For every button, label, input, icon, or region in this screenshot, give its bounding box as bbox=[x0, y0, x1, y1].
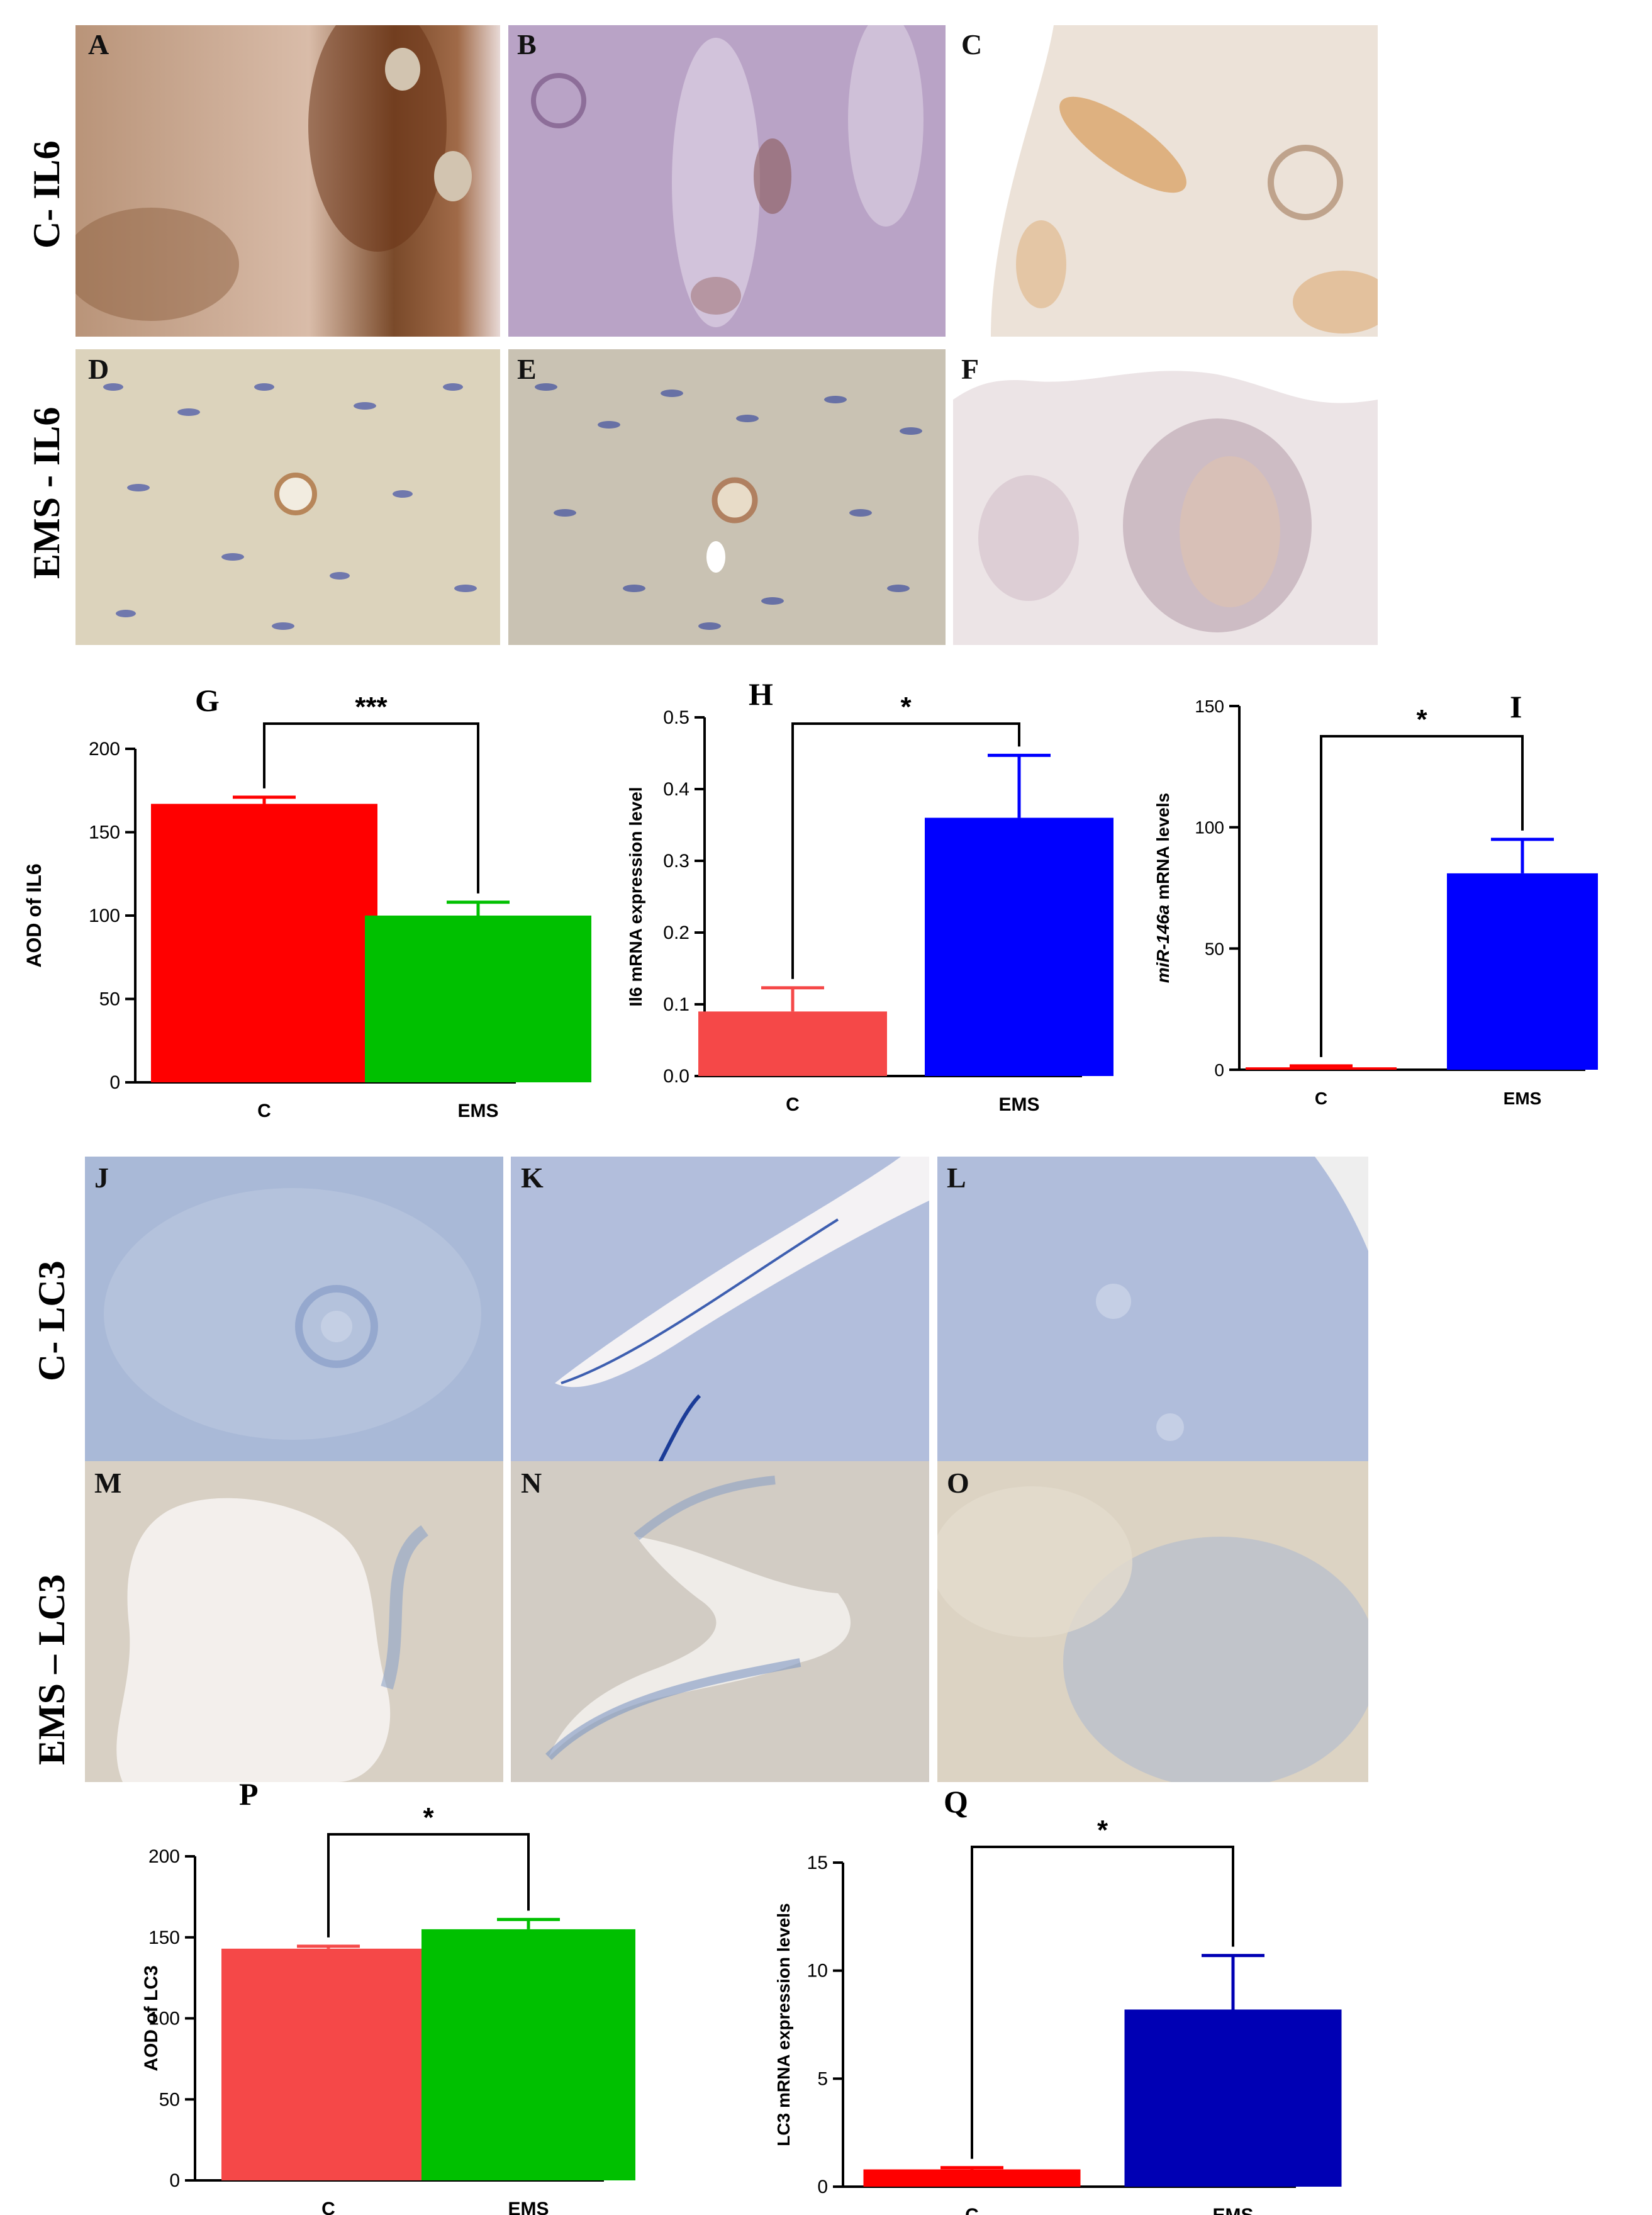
x-category-label: C bbox=[321, 2199, 335, 2215]
panel-letter-n: N bbox=[521, 1467, 542, 1499]
bar-ems bbox=[1124, 2009, 1342, 2187]
y-tick-label: 0.1 bbox=[663, 994, 689, 1015]
panel-letter-f: F bbox=[961, 353, 979, 385]
micrograph-d bbox=[75, 349, 500, 645]
micrograph-l bbox=[937, 1157, 1368, 1471]
x-category-label: C bbox=[786, 1094, 800, 1115]
y-tick-label: 100 bbox=[89, 906, 120, 926]
y-tick-label: 0.0 bbox=[663, 1066, 689, 1087]
bar-ems bbox=[1447, 873, 1598, 1070]
significance-bracket bbox=[971, 1846, 1234, 2159]
y-tick-label: 150 bbox=[148, 1927, 180, 1948]
significance-bracket bbox=[327, 1833, 530, 1937]
y-axis-label: Il6 mRNA expression level bbox=[626, 787, 645, 1006]
chart-letter-g: G bbox=[195, 683, 220, 718]
y-tick-label: 200 bbox=[89, 739, 120, 760]
micrograph-n bbox=[511, 1461, 929, 1782]
chart-letter-h: H bbox=[749, 676, 773, 712]
y-axis-label: AOD of IL6 bbox=[23, 863, 45, 967]
significance-bracket bbox=[1320, 735, 1524, 1057]
bar-ems bbox=[925, 817, 1113, 1076]
y-tick-label: 0 bbox=[1214, 1060, 1224, 1080]
y-tick-label: 150 bbox=[1195, 697, 1224, 716]
y-tick-label: 0.4 bbox=[663, 779, 689, 800]
significance-label: * bbox=[1416, 704, 1427, 735]
y-tick-label: 0.5 bbox=[663, 707, 689, 728]
panel-letter-o: O bbox=[947, 1467, 969, 1499]
micrograph-j bbox=[85, 1157, 503, 1471]
bar-ems bbox=[421, 1929, 635, 2180]
panel-letter-k: K bbox=[521, 1162, 544, 1194]
panel-letter-j: J bbox=[94, 1162, 109, 1194]
panel-letter-a: A bbox=[88, 28, 109, 60]
significance-bracket bbox=[791, 722, 1020, 979]
y-tick-label: 0 bbox=[109, 1072, 120, 1093]
significance-label: *** bbox=[355, 692, 388, 722]
micrograph-k bbox=[511, 1157, 929, 1471]
micrograph-b bbox=[508, 25, 946, 337]
bar-c bbox=[151, 804, 377, 1082]
row-label-c-lc3: C- LC3 bbox=[31, 1260, 72, 1381]
bar-ems bbox=[365, 916, 591, 1082]
micrograph-e bbox=[508, 349, 946, 645]
panel-letter-e: E bbox=[517, 353, 537, 385]
y-axis-label: AOD of LC3 bbox=[141, 1965, 162, 2071]
y-tick-label: 15 bbox=[807, 1853, 828, 1873]
x-category-label: C bbox=[257, 1101, 271, 1121]
chart-letter-i: I bbox=[1510, 689, 1522, 724]
bar-c bbox=[1246, 1067, 1397, 1070]
significance-label: * bbox=[900, 692, 912, 722]
panel-letter-d: D bbox=[88, 353, 109, 385]
micrograph-c bbox=[953, 25, 1378, 337]
y-tick-label: 0.3 bbox=[663, 851, 689, 872]
x-category-label: EMS bbox=[998, 1094, 1039, 1115]
y-tick-label: 100 bbox=[1195, 818, 1224, 838]
row-label-ems-lc3: EMS – LC3 bbox=[31, 1574, 72, 1765]
significance-label: * bbox=[1097, 1815, 1108, 1846]
x-category-label: EMS bbox=[1212, 2205, 1253, 2215]
chart-letter-p: P bbox=[239, 1776, 259, 1812]
bar-c bbox=[863, 2169, 1081, 2187]
bar-c bbox=[221, 1948, 435, 2180]
chart-h: H 0.0 0.1 0.2 0.3 0.4 0.5 Il6 mRNA expression l… bbox=[604, 676, 1113, 1158]
y-tick-label: 100 bbox=[148, 2009, 180, 2029]
y-tick-label: 200 bbox=[148, 1846, 180, 1867]
y-tick-label: 50 bbox=[1205, 939, 1224, 958]
chart-i: I 0 50 100 150 miR-146a mRNA levels C EMS * bbox=[1132, 680, 1610, 1158]
significance-bracket bbox=[263, 722, 479, 894]
y-tick-label: 50 bbox=[99, 989, 120, 1010]
panel-letter-l: L bbox=[947, 1162, 966, 1194]
chart-p: P 0 50 100 150 200 AOD of LC3 C EMS * bbox=[113, 1776, 635, 2215]
y-tick-label: 150 bbox=[89, 822, 120, 843]
panel-letter-m: M bbox=[94, 1467, 122, 1499]
micrograph-o bbox=[937, 1461, 1368, 1782]
y-axis-label: miR-146a mRNA levels bbox=[1153, 793, 1173, 983]
row-label-ems-il6: EMS - IL6 bbox=[26, 407, 67, 579]
micrograph-f bbox=[953, 349, 1378, 645]
x-category-label: C bbox=[1315, 1089, 1327, 1108]
panel-letter-b: B bbox=[517, 28, 537, 60]
x-category-label: EMS bbox=[1504, 1089, 1542, 1108]
micrograph-a bbox=[75, 25, 500, 337]
y-tick-label: 10 bbox=[807, 1961, 828, 1982]
bar-c bbox=[698, 1011, 887, 1076]
row-label-c-il6: C- IL6 bbox=[26, 140, 67, 249]
y-tick-label: 5 bbox=[817, 2068, 828, 2089]
y-tick-label: 0 bbox=[817, 2177, 828, 2197]
micrograph-m bbox=[85, 1461, 503, 1782]
y-tick-label: 50 bbox=[159, 2089, 180, 2110]
panel-letter-c: C bbox=[961, 28, 983, 60]
y-tick-label: 0.2 bbox=[663, 922, 689, 943]
x-category-label: EMS bbox=[457, 1101, 498, 1121]
chart-letter-q: Q bbox=[944, 1784, 968, 1819]
y-axis-label: LC3 mRNA expression levels bbox=[774, 1903, 793, 2146]
chart-q: Q 0 5 10 15 LC3 mRNA expression levels C EMS * bbox=[755, 1784, 1342, 2215]
y-tick-label: 0 bbox=[169, 2170, 180, 2191]
chart-g: G 0 50 100 150 200 AOD of IL6 C EMS *** bbox=[0, 680, 591, 1158]
x-category-label: EMS bbox=[508, 2199, 549, 2215]
significance-label: * bbox=[423, 1802, 434, 1833]
x-category-label: C bbox=[965, 2205, 979, 2215]
